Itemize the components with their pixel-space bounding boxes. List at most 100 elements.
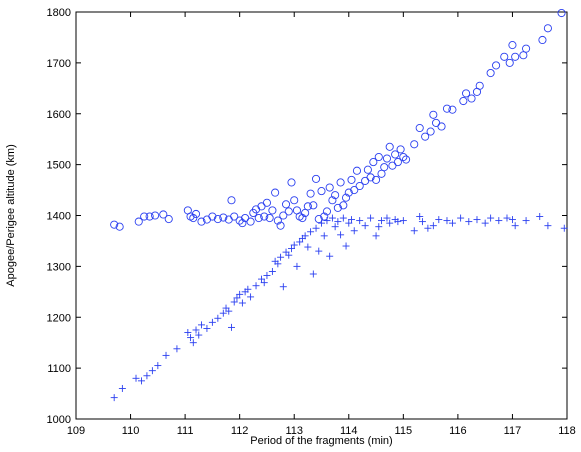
circle-point <box>145 212 154 221</box>
circle-point <box>309 201 318 210</box>
plus-point <box>544 222 552 230</box>
plus-point <box>410 227 418 235</box>
circle-point <box>322 207 332 216</box>
plus-point <box>189 339 197 347</box>
circle-point <box>421 132 430 141</box>
x-tick-label: 114 <box>340 425 358 437</box>
data-points <box>110 8 568 402</box>
plus-point <box>372 232 380 240</box>
x-tick-label: 112 <box>231 425 249 437</box>
plus-point <box>375 223 383 231</box>
circle-point <box>235 216 244 225</box>
plus-point <box>473 216 481 224</box>
circle-point <box>336 178 345 187</box>
plus-point <box>495 217 503 225</box>
plus-point <box>225 307 233 315</box>
plus-point <box>487 214 495 222</box>
circle-point <box>265 213 274 223</box>
circle-point <box>543 24 552 33</box>
circle-point <box>486 69 495 78</box>
circle-point <box>429 110 438 119</box>
circle-point <box>197 217 206 226</box>
plus-point <box>326 252 334 260</box>
plus-point <box>257 275 265 283</box>
plus-point <box>137 377 145 385</box>
plus-point <box>154 362 162 370</box>
plus-point <box>238 299 246 307</box>
plus-point <box>312 224 320 232</box>
plus-point <box>356 217 364 225</box>
circle-point <box>189 213 198 223</box>
y-tick-label: 1300 <box>47 261 71 273</box>
circle-point <box>341 193 351 202</box>
circle-point <box>511 52 520 61</box>
plus-point <box>301 232 309 240</box>
plus-point <box>345 219 353 227</box>
circle-point <box>372 175 381 184</box>
plus-point <box>233 294 241 302</box>
y-tick-label: 1000 <box>47 414 71 426</box>
plus-point <box>320 232 328 240</box>
y-tick-label: 1600 <box>47 109 71 121</box>
plus-point <box>227 323 235 331</box>
circle-point <box>246 217 255 226</box>
circle-point <box>115 222 124 231</box>
circle-point <box>459 96 468 106</box>
circle-point <box>325 183 334 192</box>
plus-point <box>192 326 200 334</box>
plus-point <box>247 293 255 301</box>
plus-point <box>203 324 211 332</box>
plus-point <box>132 374 140 382</box>
circle-point <box>328 196 337 205</box>
plus-point <box>399 217 407 225</box>
plus-point <box>394 218 402 226</box>
circle-point <box>306 189 315 198</box>
circle-point <box>260 212 269 221</box>
circle-point <box>284 207 293 216</box>
plus-point <box>339 214 347 222</box>
circle-point <box>227 196 236 205</box>
circle-point <box>320 212 329 221</box>
plus-point <box>457 214 465 222</box>
circle-point <box>344 188 353 197</box>
circle-point <box>391 150 400 159</box>
circle-point <box>219 213 228 222</box>
circle-point <box>396 145 405 154</box>
plus-point <box>536 213 544 221</box>
plus-point <box>252 282 260 290</box>
plus-point <box>522 217 530 225</box>
circle-point <box>273 216 282 225</box>
plus-point <box>337 231 345 239</box>
circle-point <box>311 174 321 183</box>
circle-point <box>287 178 296 187</box>
circle-point <box>303 202 312 211</box>
plus-point <box>348 216 356 224</box>
x-axis-label: Period of the fragments (min) <box>250 435 392 447</box>
plus-point <box>263 272 271 280</box>
circle-point <box>448 105 457 114</box>
plus-point <box>318 219 325 227</box>
x-tick-label: 111 <box>177 425 194 437</box>
y-axis-label: Apogee/Perigee altitude (km) <box>5 144 17 286</box>
plus-point <box>481 219 489 227</box>
plus-point <box>315 247 323 255</box>
circle-point <box>519 51 528 60</box>
axis-ticks <box>75 11 568 420</box>
plus-point <box>386 219 394 227</box>
circle-point <box>110 220 119 229</box>
plus-point <box>274 260 282 268</box>
circle-point <box>281 200 291 209</box>
circle-point <box>399 152 408 162</box>
circle-point <box>191 209 201 219</box>
circle-point <box>369 158 378 167</box>
circle-point <box>352 166 362 175</box>
circle-point <box>333 203 342 212</box>
circle-point <box>355 181 364 191</box>
circle-point <box>301 208 310 218</box>
plus-point <box>503 214 511 222</box>
circle-point <box>347 175 356 184</box>
circle-point <box>290 196 299 205</box>
plus-point <box>260 279 268 287</box>
x-tick-label: 110 <box>122 425 140 437</box>
